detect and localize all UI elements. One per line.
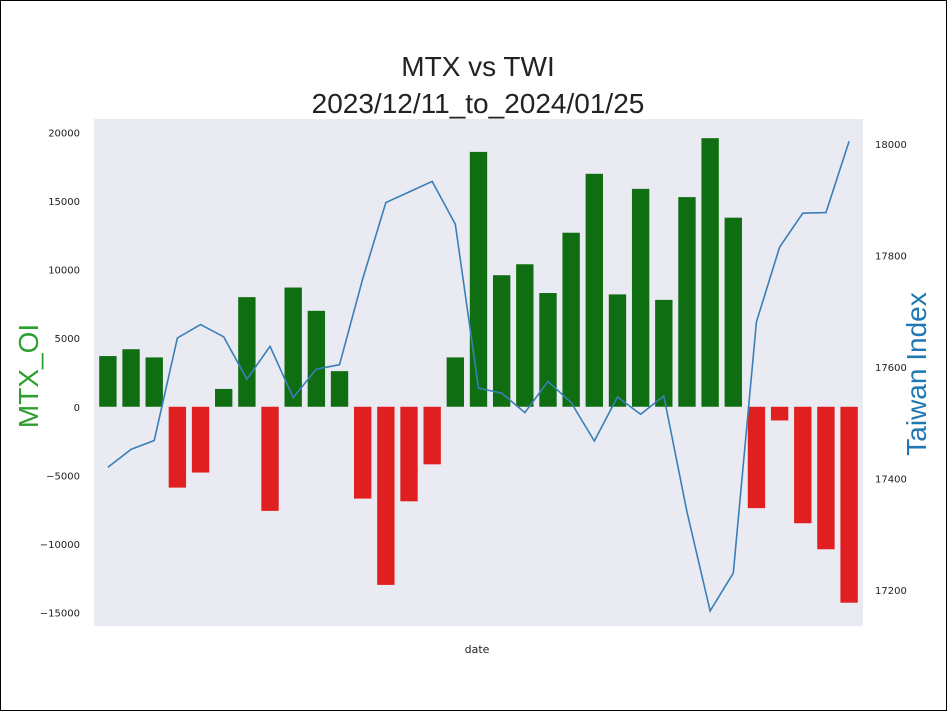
bar [307, 310, 326, 407]
right-tick-label: 18000 [875, 140, 907, 151]
bar [261, 406, 279, 511]
taiwan-index-line [107, 141, 850, 614]
bar [469, 151, 488, 407]
bar [446, 357, 465, 407]
bar [794, 406, 812, 524]
bar [492, 275, 511, 407]
left-tick-label: −15000 [40, 608, 80, 619]
bar [701, 138, 719, 407]
bar [585, 173, 603, 407]
chart-title-line1: MTX vs TWI [401, 51, 554, 82]
left-y-axis-label: MTX_OI [13, 324, 44, 428]
bar [655, 299, 673, 407]
bar [817, 406, 835, 550]
bar [840, 406, 858, 603]
left-tick-label: 5000 [55, 334, 80, 345]
bar [145, 357, 163, 407]
bar [724, 217, 742, 407]
bar [191, 406, 210, 473]
bar [122, 349, 140, 407]
left-tick-label: 10000 [48, 266, 80, 277]
bar [539, 293, 557, 407]
bar [238, 297, 256, 407]
left-tick-label: −10000 [40, 540, 80, 551]
bar [168, 406, 187, 488]
left-tick-label: 0 [74, 403, 80, 414]
bar [377, 406, 395, 585]
right-y-axis-label: Taiwan Index [901, 292, 932, 455]
bar [608, 294, 627, 407]
right-tick-label: 17200 [875, 586, 907, 597]
bar [747, 406, 766, 509]
bar [562, 232, 580, 407]
bar [631, 188, 650, 407]
chart-title-line2: 2023/12/11_to_2024/01/25 [312, 88, 645, 119]
right-tick-label: 17800 [875, 252, 907, 263]
right-tick-label: 17400 [875, 474, 907, 485]
bar [678, 197, 696, 407]
left-tick-label: 20000 [48, 129, 80, 140]
bar-series [99, 138, 858, 603]
bar [215, 388, 233, 407]
bar [99, 356, 117, 407]
bar [770, 406, 789, 421]
bar [284, 287, 302, 407]
bar [516, 264, 534, 407]
x-axis-label: date [465, 643, 490, 656]
bar [330, 371, 349, 407]
left-tick-label: −5000 [46, 471, 80, 482]
right-tick-label: 17600 [875, 363, 907, 374]
bar [400, 406, 418, 502]
right-axis-ticks: 18000 17800 17600 17400 17200 [875, 140, 907, 597]
left-axis-ticks: 20000 15000 10000 5000 0 −5000 −10000 −15000 [40, 129, 80, 620]
left-tick-label: 15000 [48, 197, 80, 208]
line-series [107, 141, 850, 614]
bar [354, 406, 372, 499]
bar [423, 406, 441, 465]
